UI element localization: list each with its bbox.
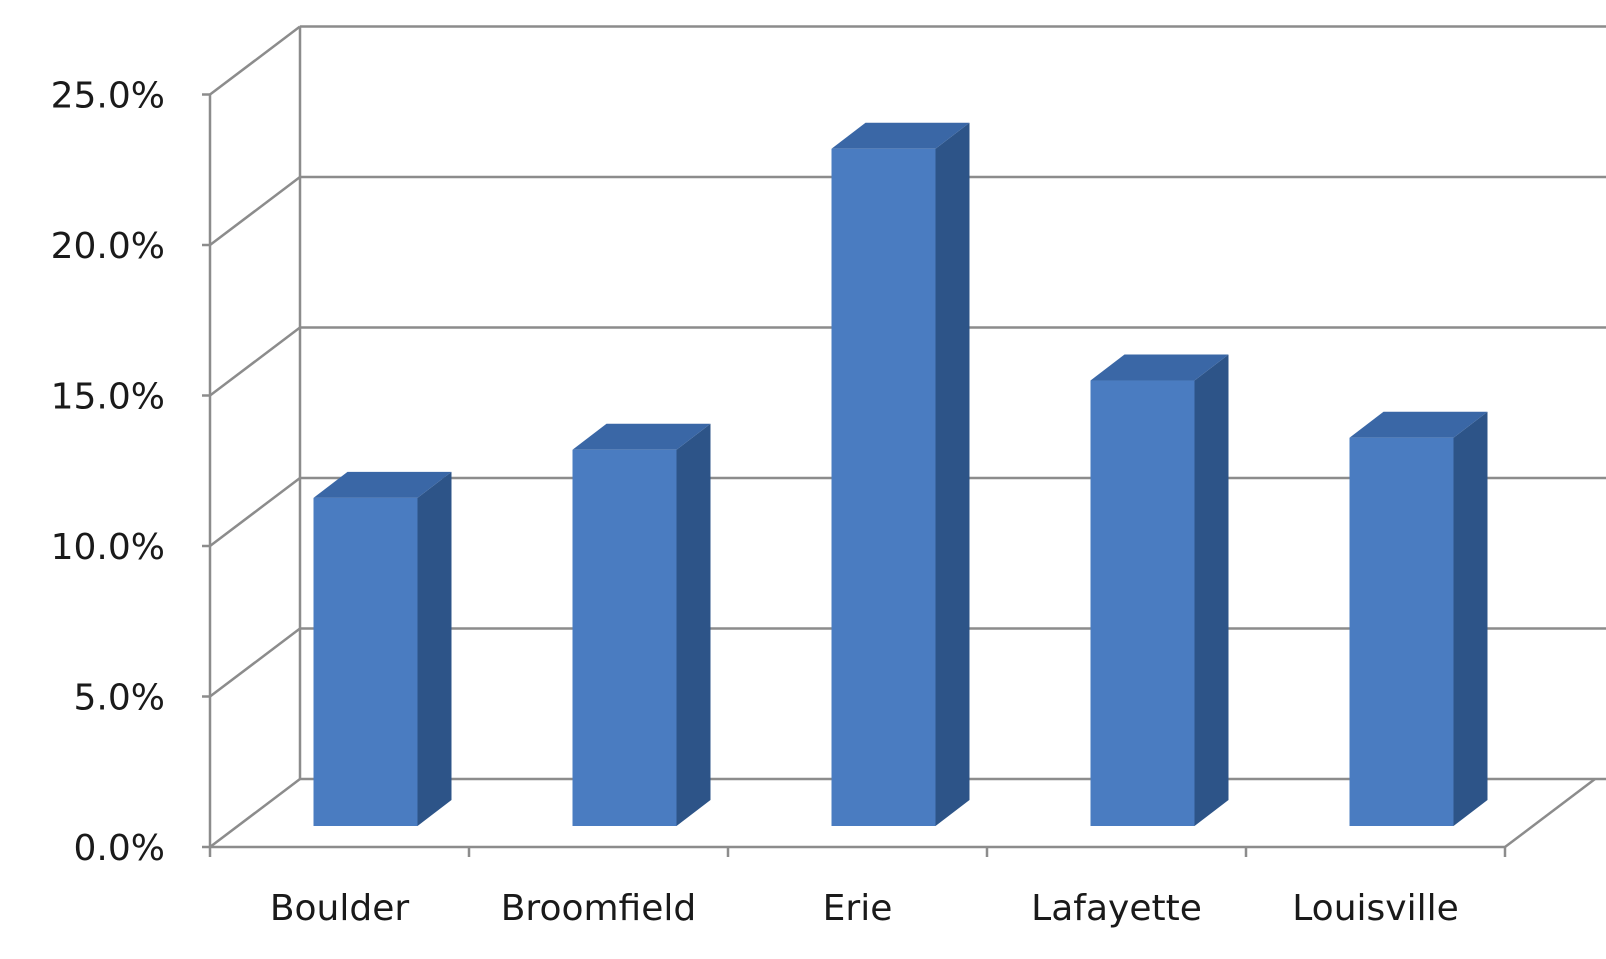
gridline-side [209,326,301,397]
gridline-side [209,627,301,698]
bar [831,122,970,826]
bar-front-face [831,148,936,826]
x-tick-label: Erie [823,888,893,929]
x-tick-label: Broomfield [501,888,697,929]
gridline-side [209,25,301,96]
x-tick-label: Lafayette [1031,888,1202,929]
y-tick-label: 20.0% [51,226,165,267]
bar-side-face [676,423,711,826]
bar [313,471,452,826]
bar-top-face [1349,411,1488,438]
bar [1090,354,1229,826]
bar-top-face [1090,354,1229,381]
gridline-side [209,176,301,246]
bar-top-face [831,122,970,149]
bar-front-face [313,497,418,826]
x-tick-label: Louisville [1292,888,1458,929]
bar-side-face [935,122,970,826]
y-tick-label: 5.0% [74,678,165,719]
y-tick-label: 0.0% [74,828,165,869]
bar [1349,411,1488,826]
bar-top-face [572,423,711,450]
bar-side-face [1194,354,1229,826]
axes [202,93,1596,857]
bar [572,423,711,826]
bar-front-face [1090,380,1195,826]
floor-right-edge [1504,778,1596,848]
labels: 0.0% 5.0% 10.0% 15.0% 20.0% 25.0% Boulder Broom… [51,76,1459,930]
x-tick-label: Boulder [270,888,410,929]
bar-front-face [1349,437,1454,826]
y-tick-label: 15.0% [51,377,165,418]
y-tick-label: 10.0% [51,527,165,568]
bars [313,122,1488,826]
bar-front-face [572,449,677,826]
y-tick-label: 25.0% [51,76,165,117]
bar-top-face [313,471,452,498]
bar-side-face [1453,411,1488,826]
gridline-side [209,778,301,848]
gridline-side [209,477,301,547]
bar-side-face [417,471,452,826]
